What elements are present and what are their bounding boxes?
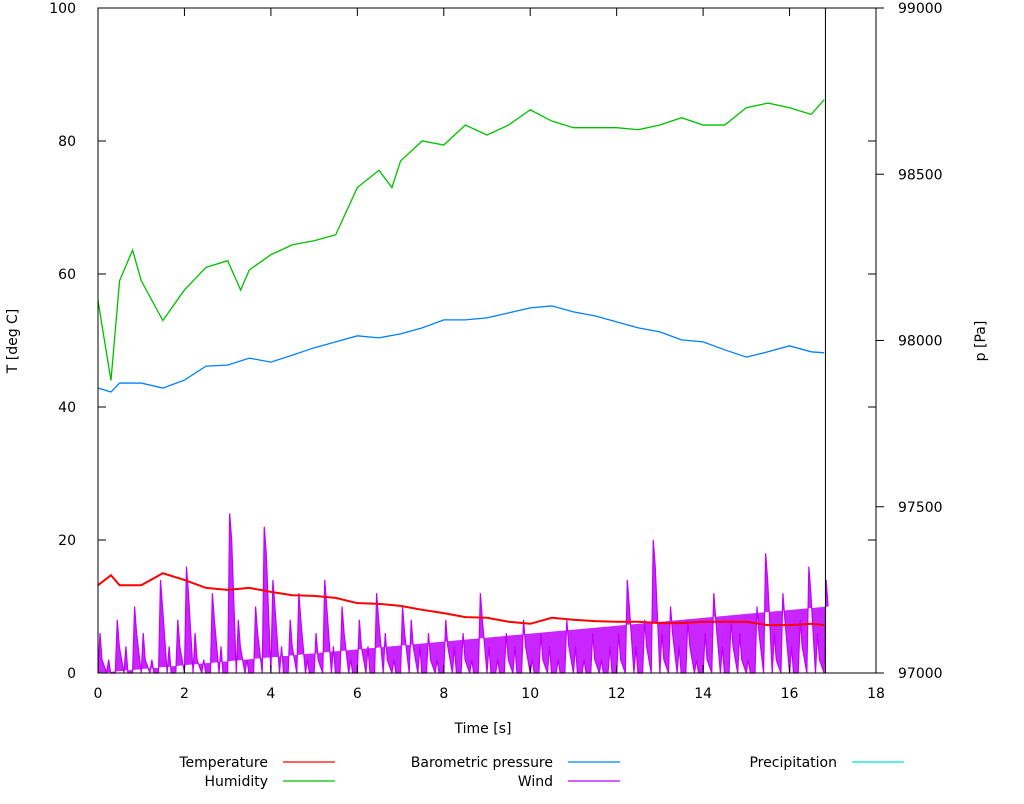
y-axis-label: T [deg C] bbox=[5, 309, 21, 375]
x-tick-label: 0 bbox=[94, 686, 103, 702]
x-tick-label: 18 bbox=[867, 686, 885, 702]
y-tick-label: 0 bbox=[67, 666, 76, 682]
y-tick-label: 40 bbox=[58, 400, 76, 416]
legend-label: Wind bbox=[518, 774, 553, 790]
legend: Temperature Humidity Barometric pressure Wi… bbox=[178, 755, 904, 790]
x-tick-label: 16 bbox=[781, 686, 799, 702]
y-tick-label: 80 bbox=[58, 134, 76, 150]
plot-series bbox=[97, 8, 829, 674]
legend-label: Barometric pressure bbox=[411, 755, 553, 771]
x-axis-label: Time [s] bbox=[454, 721, 512, 737]
series-line-wind bbox=[97, 513, 829, 674]
x-tick-label: 10 bbox=[521, 686, 539, 702]
y2-tick-label: 97000 bbox=[898, 666, 943, 682]
legend-label: Temperature bbox=[178, 755, 268, 771]
x-tick-label: 2 bbox=[180, 686, 189, 702]
y2-axis-label: p [Pa] bbox=[973, 321, 989, 362]
y2-tick-label: 98500 bbox=[898, 167, 943, 183]
legend-label: Humidity bbox=[205, 774, 268, 790]
series-line-humidity bbox=[97, 99, 825, 381]
y-tick-label: 20 bbox=[58, 533, 76, 549]
y-tick-label: 60 bbox=[58, 267, 76, 283]
axes: 0 2 4 6 8 10 12 14 16 18 0 20 40 60 80 100 97000 97500 980… bbox=[49, 1, 942, 702]
y2-tick-label: 98000 bbox=[898, 334, 943, 350]
y2-tick-label: 99000 bbox=[898, 1, 943, 17]
y-tick-label: 100 bbox=[49, 1, 76, 17]
legend-label: Precipitation bbox=[749, 755, 837, 771]
x-tick-label: 4 bbox=[266, 686, 275, 702]
series-line-temperature bbox=[97, 572, 825, 627]
plot-frame bbox=[97, 7, 877, 674]
x-tick-label: 6 bbox=[353, 686, 362, 702]
x-tick-label: 12 bbox=[608, 686, 626, 702]
y2-tick-label: 97500 bbox=[898, 500, 943, 516]
series-line-barometric-pressure bbox=[97, 305, 825, 393]
x-tick-label: 14 bbox=[694, 686, 712, 702]
x-tick-label: 8 bbox=[439, 686, 448, 702]
